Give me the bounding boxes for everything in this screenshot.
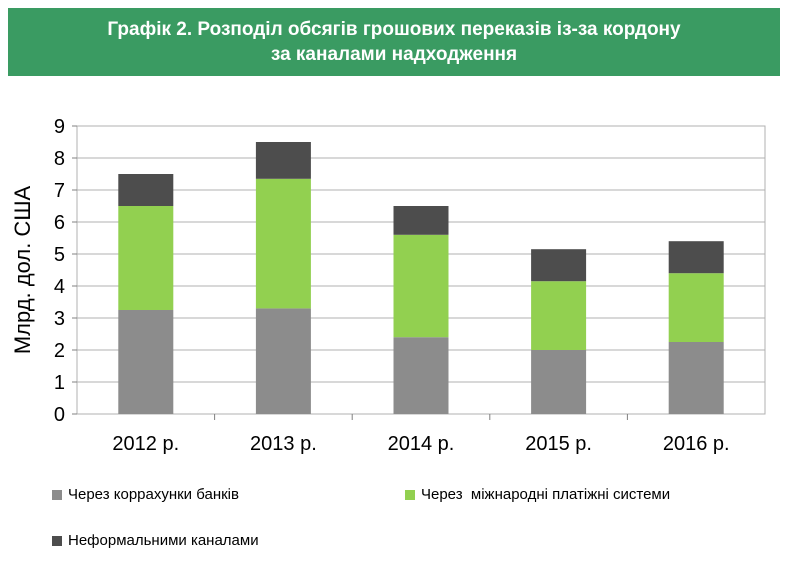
- bar-segment-informal-0: [118, 174, 174, 206]
- y-tick-label: 4: [54, 276, 65, 298]
- chart-title-line-2: за каналами надходження: [270, 44, 518, 65]
- bar-segment-banks-3: [531, 350, 587, 414]
- legend-swatch-informal: [52, 535, 62, 546]
- legend-item-informal: Неформальними каналами: [52, 532, 259, 549]
- y-tick-label: 6: [54, 212, 65, 234]
- bar-segment-payment-systems-2: [393, 234, 449, 338]
- bar-segment-payment-systems-1: [255, 178, 311, 309]
- bar-segment-payment-systems-3: [531, 281, 587, 350]
- y-tick-label: 7: [54, 180, 65, 202]
- x-tick-label: 2016 р.: [663, 433, 730, 455]
- legend-label-banks: Через коррахунки банків: [68, 486, 239, 503]
- legend-label-payment-systems: Через міжнародні платіжні системи: [421, 486, 671, 503]
- x-tick-label: 2013 р.: [250, 433, 317, 455]
- bar-segment-banks-1: [255, 308, 311, 414]
- bar-segment-payment-systems-4: [668, 273, 724, 342]
- legend-swatch-payment-systems: [405, 489, 415, 500]
- x-tick-label: 2014 р.: [388, 433, 455, 455]
- x-tick-label: 2012 р.: [112, 433, 179, 455]
- y-tick-label: 5: [54, 244, 65, 266]
- y-tick-label: 9: [54, 116, 65, 138]
- bar-segment-banks-2: [393, 337, 449, 414]
- y-tick-label: 2: [54, 340, 65, 362]
- y-tick-label: 3: [54, 308, 65, 330]
- x-tick-label: 2015 р.: [525, 433, 592, 455]
- chart-title-line-1: Графік 2. Розподіл обсягів грошових пере…: [107, 19, 681, 40]
- y-axis-label: Млрд. дол. США: [10, 186, 35, 355]
- chart-title-banner: Графік 2. Розподіл обсягів грошових пере…: [8, 8, 780, 76]
- bar-segment-informal-3: [531, 249, 587, 282]
- bar-segment-payment-systems-0: [118, 206, 174, 310]
- legend-item-banks: Через коррахунки банків: [52, 486, 239, 503]
- legend-label-informal: Неформальними каналами: [68, 532, 259, 549]
- bar-segment-banks-0: [118, 310, 174, 414]
- bar-segment-informal-1: [255, 142, 311, 179]
- legend-item-payment-systems: Через міжнародні платіжні системи: [405, 486, 670, 503]
- y-tick-label: 0: [54, 404, 65, 426]
- bar-segment-informal-4: [668, 241, 724, 274]
- y-tick-label: 1: [54, 372, 65, 394]
- legend-swatch-banks: [52, 489, 62, 500]
- bar-segment-informal-2: [393, 206, 449, 235]
- y-tick-label: 8: [54, 148, 65, 170]
- bar-segment-banks-4: [668, 342, 724, 414]
